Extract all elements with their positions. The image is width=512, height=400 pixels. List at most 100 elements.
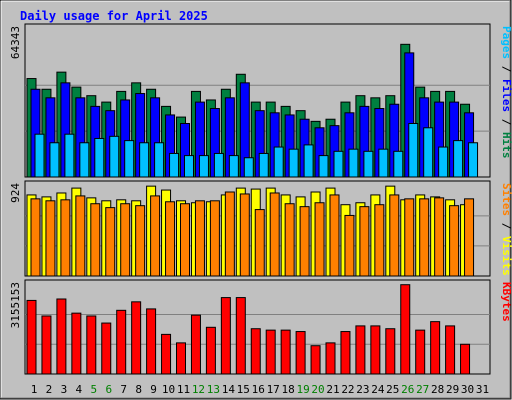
bar-pages-day-24 — [378, 148, 389, 178]
bar-kbytes-day-18 — [280, 329, 291, 375]
x-tick-label: 4 — [76, 383, 83, 396]
panel-max-label: 3155153 — [9, 282, 22, 328]
x-tick-label: 13 — [207, 383, 220, 396]
bar-kbytes-day-6 — [101, 322, 112, 375]
bar-pages-day-2 — [49, 142, 60, 178]
legend-entry: / — [500, 112, 512, 132]
bar-pages-day-26 — [408, 122, 419, 178]
bar-pages-day-4 — [79, 142, 90, 178]
bar-kbytes-day-20 — [310, 345, 321, 375]
x-tick-label: 19 — [296, 383, 309, 396]
chart-panels: 64343 Pages / Files / Hits 924 Sites / Visi… — [9, 23, 512, 375]
legend-entry: / — [500, 59, 512, 79]
bar-pages-day-15 — [243, 157, 254, 178]
series-pages — [34, 122, 479, 178]
bar-sites-day-6 — [105, 207, 116, 277]
x-tick-label: 5 — [90, 383, 97, 396]
bar-sites-day-28 — [434, 197, 445, 277]
x-tick-label: 12 — [192, 383, 205, 396]
bar-kbytes-day-21 — [325, 342, 336, 375]
bar-sites-day-29 — [449, 205, 460, 277]
bar-pages-day-5 — [94, 137, 105, 178]
bar-pages-day-20 — [318, 155, 329, 178]
bar-kbytes-day-8 — [131, 301, 142, 375]
bar-sites-day-26 — [404, 198, 415, 277]
legend-entry: Hits — [500, 132, 512, 159]
bar-sites-day-4 — [75, 195, 86, 277]
legend-entry: Pages — [500, 26, 512, 59]
bar-sites-day-10 — [165, 201, 176, 277]
bar-pages-day-10 — [169, 152, 180, 178]
bar-sites-day-19 — [299, 206, 310, 277]
x-tick-label: 20 — [311, 383, 324, 396]
bar-sites-day-1 — [30, 198, 41, 277]
legend-entry: Files — [500, 79, 512, 112]
bar-kbytes-day-7 — [116, 309, 127, 375]
bar-pages-day-1 — [34, 133, 45, 178]
x-tick-label: 28 — [431, 383, 444, 396]
bar-pages-day-17 — [273, 146, 284, 178]
legend-entry: / — [500, 216, 512, 236]
bar-kbytes-day-1 — [26, 299, 37, 375]
bar-kbytes-day-24 — [370, 325, 381, 375]
bar-pages-day-7 — [124, 140, 135, 178]
bar-kbytes-day-12 — [190, 314, 201, 375]
bar-pages-day-12 — [198, 155, 209, 178]
bar-sites-day-2 — [45, 200, 56, 277]
bar-kbytes-day-17 — [265, 329, 276, 375]
x-tick-label: 1 — [31, 383, 38, 396]
bar-sites-day-16 — [254, 209, 265, 277]
bar-pages-day-27 — [423, 127, 434, 178]
x-tick-label: 26 — [401, 383, 414, 396]
bar-sites-day-3 — [60, 199, 71, 277]
bar-kbytes-day-22 — [340, 331, 351, 375]
x-tick-label: 10 — [162, 383, 175, 396]
x-tick-label: 11 — [177, 383, 190, 396]
bar-sites-day-23 — [359, 206, 370, 277]
panel-legend: Pages / Files / Hits — [500, 26, 512, 159]
bar-sites-day-12 — [194, 200, 205, 277]
x-tick-label: 2 — [46, 383, 53, 396]
bar-kbytes-day-23 — [355, 325, 366, 375]
bar-kbytes-day-25 — [385, 328, 396, 375]
bar-sites-day-5 — [90, 203, 101, 277]
x-tick-label: 22 — [341, 383, 354, 396]
bar-sites-day-7 — [120, 203, 131, 277]
panel-legend: KBytes — [500, 282, 512, 322]
bar-sites-day-30 — [464, 198, 475, 277]
x-tick-label: 25 — [386, 383, 399, 396]
bar-pages-day-9 — [154, 142, 165, 178]
bar-kbytes-day-15 — [235, 297, 246, 375]
bar-kbytes-day-11 — [176, 342, 186, 375]
bar-kbytes-day-5 — [86, 315, 97, 375]
bar-sites-day-9 — [150, 195, 161, 277]
x-axis-labels: 1 2 3 4 5 6 7 8 9 10 11 12 13 14 15 16 17 18 19 20 21 22 23 24 2… — [31, 383, 489, 396]
bar-kbytes-day-9 — [146, 308, 157, 375]
bar-sites-day-13 — [209, 200, 220, 277]
bar-pages-day-29 — [453, 140, 464, 178]
bar-pages-day-18 — [288, 148, 299, 178]
bar-pages-day-13 — [213, 152, 224, 178]
bar-sites-day-15 — [239, 193, 250, 277]
legend-entry: KBytes — [500, 282, 512, 322]
bar-kbytes-day-2 — [41, 315, 52, 375]
bar-sites-day-11 — [180, 203, 190, 277]
x-tick-label: 14 — [222, 383, 236, 396]
x-tick-label: 7 — [120, 383, 127, 396]
bar-pages-day-21 — [333, 150, 344, 178]
bar-pages-day-11 — [184, 155, 194, 178]
bar-pages-day-30 — [468, 142, 479, 178]
x-tick-label: 31 — [476, 383, 489, 396]
panel-kbytes: 3155153 KBytes — [9, 279, 512, 375]
bar-kbytes-day-19 — [295, 331, 306, 375]
bar-kbytes-day-26 — [400, 284, 411, 375]
panel-visits-sites: 924 Sites / Visits — [9, 180, 512, 277]
bar-sites-day-20 — [314, 202, 325, 277]
bar-kbytes-day-16 — [250, 328, 261, 375]
x-tick-label: 16 — [252, 383, 265, 396]
panel-hits-files-pages: 64343 Pages / Files / Hits — [9, 23, 512, 178]
x-tick-label: 6 — [105, 383, 112, 396]
bar-pages-day-3 — [64, 133, 75, 178]
bar-pages-day-22 — [348, 148, 359, 178]
bar-kbytes-day-29 — [445, 325, 456, 375]
